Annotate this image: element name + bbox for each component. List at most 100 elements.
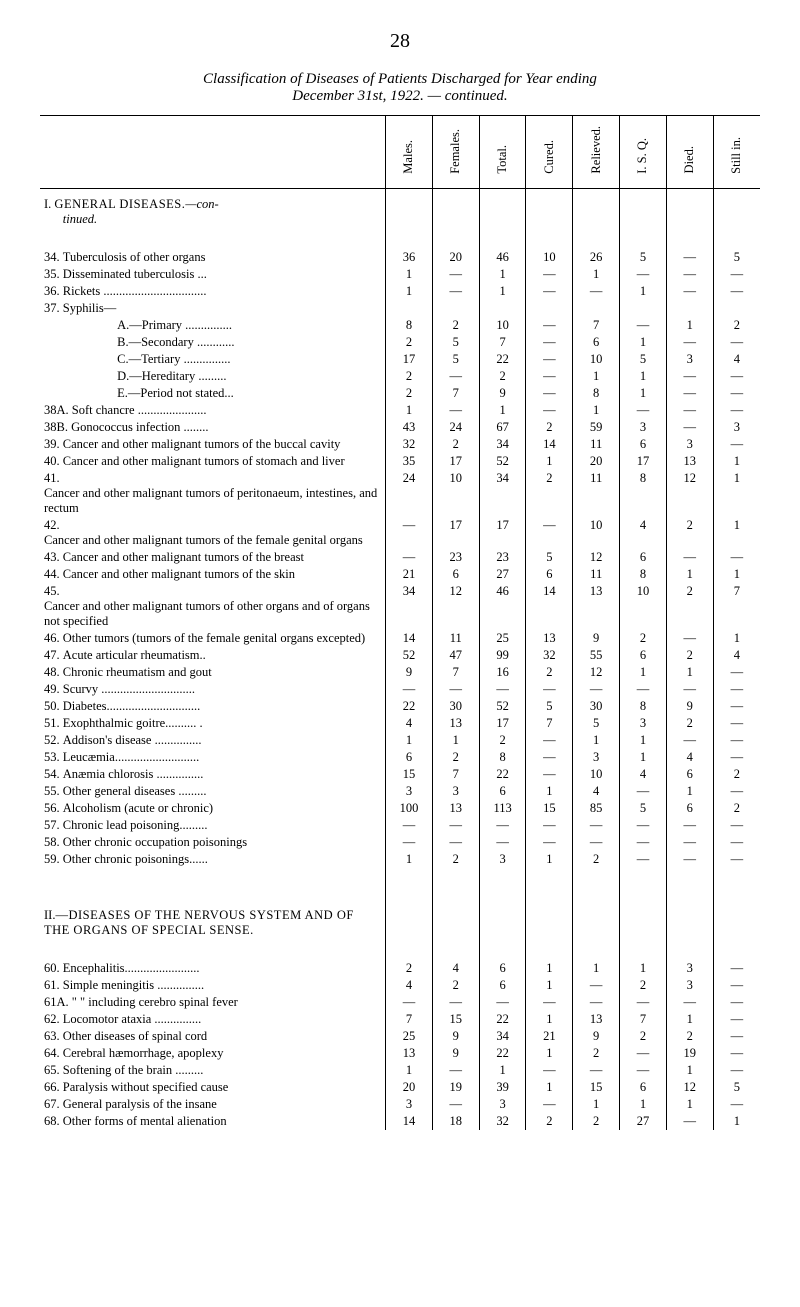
table-row: C.—Tertiary ............... 17522—10534 bbox=[40, 351, 760, 368]
table-cell: 10 bbox=[479, 317, 526, 334]
table-row: 68. Other forms of mental alienation 141… bbox=[40, 1113, 760, 1130]
table-cell: — bbox=[432, 266, 479, 283]
table-cell: 2 bbox=[666, 1028, 713, 1045]
table-cell: 15 bbox=[526, 800, 573, 817]
table-cell: — bbox=[526, 1062, 573, 1079]
table-cell bbox=[479, 944, 526, 960]
table-cell: 2 bbox=[526, 664, 573, 681]
table-row: 35. Disseminated tuberculosis ... 1—1—1—… bbox=[40, 266, 760, 283]
table-cell: — bbox=[713, 1011, 760, 1028]
table-cell: 20 bbox=[432, 249, 479, 266]
table-cell: 5 bbox=[620, 351, 667, 368]
table-cell: 1 bbox=[573, 266, 620, 283]
table-cell: 7 bbox=[432, 664, 479, 681]
col-relieved: Relieved. bbox=[573, 116, 620, 188]
table-row: 59. Other chronic poisonings...... 12312… bbox=[40, 851, 760, 868]
table-cell bbox=[386, 233, 433, 249]
table-cell: — bbox=[713, 851, 760, 868]
table-cell: 39 bbox=[479, 1079, 526, 1096]
table-cell: 21 bbox=[526, 1028, 573, 1045]
table-cell: 7 bbox=[432, 385, 479, 402]
table-cell: — bbox=[573, 834, 620, 851]
table-cell: 8 bbox=[479, 749, 526, 766]
table-cell: 5 bbox=[526, 698, 573, 715]
table-cell: 1 bbox=[713, 566, 760, 583]
table-cell: — bbox=[620, 851, 667, 868]
table-cell: — bbox=[526, 732, 573, 749]
table-cell: — bbox=[526, 351, 573, 368]
table-cell bbox=[666, 188, 713, 233]
table-cell: 1 bbox=[620, 664, 667, 681]
table-cell bbox=[573, 233, 620, 249]
table-cell: — bbox=[713, 994, 760, 1011]
table-row: 50. Diabetes............................… bbox=[40, 698, 760, 715]
table-cell: 43 bbox=[386, 419, 433, 436]
table-cell: — bbox=[666, 249, 713, 266]
table-row: 53. Leucæmia........................... … bbox=[40, 749, 760, 766]
table-cell: 3 bbox=[666, 960, 713, 977]
table-cell: 10 bbox=[573, 351, 620, 368]
table-cell: 8 bbox=[620, 566, 667, 583]
table-cell: 1 bbox=[620, 385, 667, 402]
table-cell: 2 bbox=[666, 583, 713, 630]
table-cell: — bbox=[713, 977, 760, 994]
table-cell: 1 bbox=[479, 266, 526, 283]
table-cell: 1 bbox=[666, 1062, 713, 1079]
table-cell: 6 bbox=[666, 766, 713, 783]
table-cell: 1 bbox=[666, 317, 713, 334]
table-row: 67. General paralysis of the insane 3—3—… bbox=[40, 1096, 760, 1113]
table-cell: 2 bbox=[526, 419, 573, 436]
table-cell: 26 bbox=[573, 249, 620, 266]
table-cell: 22 bbox=[479, 351, 526, 368]
table-cell: 2 bbox=[713, 317, 760, 334]
table-cell bbox=[713, 944, 760, 960]
table-cell bbox=[620, 868, 667, 884]
table-cell: 1 bbox=[713, 453, 760, 470]
table-cell bbox=[386, 300, 433, 317]
table-cell: 2 bbox=[479, 732, 526, 749]
table-cell: 12 bbox=[432, 583, 479, 630]
table-row: 43. Cancer and other malignant tumors of… bbox=[40, 549, 760, 566]
table-cell: — bbox=[666, 402, 713, 419]
table-row: 42. Cancer and other malignant tumors of… bbox=[40, 517, 760, 549]
table-cell bbox=[479, 233, 526, 249]
table-cell: 36 bbox=[386, 249, 433, 266]
table-cell: — bbox=[479, 817, 526, 834]
table-cell: 14 bbox=[386, 630, 433, 647]
table-cell: 9 bbox=[479, 385, 526, 402]
table-cell: 3 bbox=[479, 1096, 526, 1113]
table-row: 47. Acute articular rheumatism.. 5247993… bbox=[40, 647, 760, 664]
table-cell: — bbox=[620, 1045, 667, 1062]
table-cell: 1 bbox=[479, 402, 526, 419]
table-cell: 8 bbox=[620, 698, 667, 715]
table-cell: 6 bbox=[620, 647, 667, 664]
table-cell: 1 bbox=[620, 960, 667, 977]
table-cell bbox=[620, 944, 667, 960]
table-cell: 1 bbox=[620, 749, 667, 766]
table-cell: 30 bbox=[432, 698, 479, 715]
table-cell: 34 bbox=[386, 583, 433, 630]
table-cell: 10 bbox=[432, 470, 479, 517]
table-cell bbox=[432, 233, 479, 249]
table-cell: 27 bbox=[479, 566, 526, 583]
table-cell: — bbox=[713, 732, 760, 749]
table-cell: — bbox=[666, 994, 713, 1011]
table-cell: 13 bbox=[432, 800, 479, 817]
table-cell: 1 bbox=[666, 1011, 713, 1028]
table-cell: 14 bbox=[386, 1113, 433, 1130]
table-cell: 5 bbox=[573, 715, 620, 732]
table-cell: — bbox=[526, 317, 573, 334]
table-cell: 35 bbox=[386, 453, 433, 470]
table-cell: — bbox=[620, 994, 667, 1011]
table-cell: 113 bbox=[479, 800, 526, 817]
table-cell: — bbox=[526, 266, 573, 283]
table-cell: 27 bbox=[620, 1113, 667, 1130]
table-cell: — bbox=[666, 266, 713, 283]
table-cell: 10 bbox=[573, 766, 620, 783]
table-cell bbox=[479, 900, 526, 944]
table-cell: — bbox=[666, 732, 713, 749]
table-cell bbox=[666, 233, 713, 249]
table-cell: 11 bbox=[573, 436, 620, 453]
table-cell: 47 bbox=[432, 647, 479, 664]
table-cell bbox=[666, 900, 713, 944]
